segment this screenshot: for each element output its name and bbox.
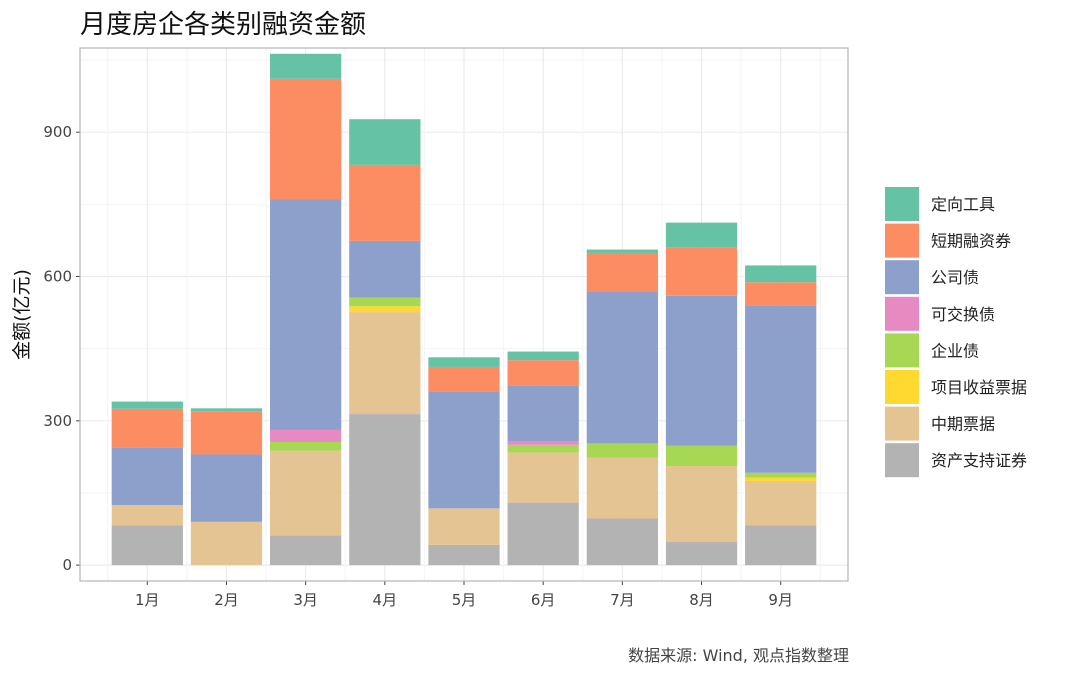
bar-segment [507, 385, 579, 442]
legend-key [885, 406, 919, 441]
x-tick-label: 9月 [768, 591, 793, 609]
bar-segment [745, 305, 817, 473]
legend-label: 定向工具 [931, 195, 995, 214]
bar-segment [745, 480, 817, 526]
bar-segment [745, 525, 817, 566]
bar-segment [349, 414, 421, 566]
bar-segment [428, 357, 500, 367]
bar-segment [586, 443, 658, 458]
legend-label: 中期票据 [931, 415, 995, 434]
bar-segment [270, 441, 342, 451]
bar-segment [507, 452, 579, 503]
bar-segment [507, 502, 579, 566]
source-caption: 数据来源: Wind, 观点指数整理 [628, 646, 849, 665]
bar-segment [507, 351, 579, 361]
bar-segment [507, 444, 579, 453]
bar-segment [270, 535, 342, 566]
legend-key [885, 370, 919, 404]
bar-segment [349, 119, 421, 165]
bar-segment [428, 508, 500, 545]
bar-segment [428, 544, 500, 566]
legend-label: 公司债 [931, 268, 979, 287]
bar-segment [665, 466, 738, 543]
legend-key [885, 443, 919, 478]
bar-segment [665, 542, 738, 566]
bar-segment [111, 401, 183, 409]
bar-segment [349, 297, 421, 307]
x-tick-label: 3月 [293, 591, 318, 609]
bar-segment [586, 518, 658, 566]
bar-segment [665, 445, 738, 467]
bar-segment [111, 504, 183, 526]
bar-segment [745, 472, 817, 478]
bar-segment [349, 306, 421, 313]
bar-segment [586, 457, 658, 519]
x-tick-label: 7月 [610, 591, 635, 609]
bar-segment [745, 282, 817, 306]
legend-key [885, 260, 919, 295]
bar-segment [190, 408, 263, 412]
bar-segment [428, 391, 500, 509]
legend-label: 项目收益票据 [931, 378, 1027, 397]
bar-segment [270, 199, 342, 430]
bar-segment [190, 454, 263, 522]
x-tick-label: 4月 [373, 591, 398, 609]
x-tick-label: 1月 [135, 591, 160, 609]
y-tick-label: 600 [43, 267, 72, 285]
bar-segment [270, 450, 342, 536]
bar-segment [270, 429, 342, 442]
bar-segment [665, 247, 738, 296]
panel-border [79, 47, 849, 582]
legend-label: 可交换债 [931, 305, 995, 324]
bar-segment [111, 447, 183, 505]
legend-key [885, 223, 919, 258]
legend-key [885, 333, 919, 368]
bar-segment [349, 312, 421, 415]
bar-segment [190, 411, 263, 455]
bar-segment [111, 408, 183, 448]
bar-segment [428, 366, 500, 392]
y-tick-label: 900 [43, 123, 72, 141]
legend-key [885, 187, 919, 221]
bar-segment [349, 240, 421, 298]
bar-segment [190, 521, 263, 566]
chart-title: 月度房企各类别融资金额 [80, 10, 367, 40]
axes-layer: 0 300 600 900 1月 2月 3月 4月 5月 6月 7月 8月 9月 金额(亿元) [11, 47, 849, 609]
y-tick-label: 300 [43, 412, 72, 430]
bar-segment [586, 249, 658, 253]
bar-segment [745, 477, 817, 481]
bars-layer [111, 53, 817, 566]
bar-segment [111, 525, 183, 566]
x-tick-label: 8月 [689, 591, 714, 609]
bar-segment [349, 164, 421, 241]
y-tick-label: 0 [62, 556, 72, 574]
legend-label: 短期融资券 [931, 232, 1011, 251]
bar-segment [586, 291, 658, 444]
bar-segment [507, 360, 579, 386]
bar-segment [665, 295, 738, 446]
bar-segment [586, 252, 658, 292]
legend-label: 企业债 [931, 341, 979, 360]
x-tick-label: 5月 [452, 591, 477, 609]
legend-key [885, 296, 919, 331]
x-tick-label: 2月 [214, 591, 239, 609]
bar-segment [745, 265, 817, 283]
legend-label: 资产支持证券 [931, 451, 1027, 470]
y-axis-title: 金额(亿元) [11, 269, 33, 360]
bar-segment [270, 78, 342, 200]
bar-segment [270, 53, 342, 79]
bar-segment [507, 441, 579, 445]
bar-segment [665, 222, 738, 248]
x-tick-label: 6月 [531, 591, 556, 609]
